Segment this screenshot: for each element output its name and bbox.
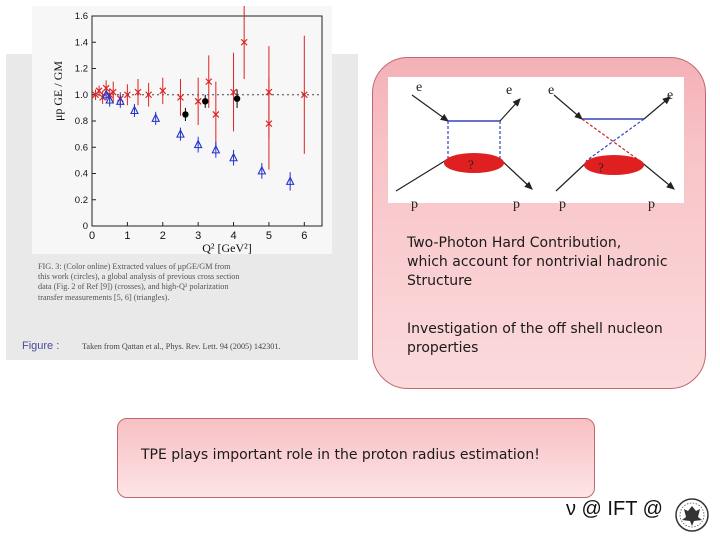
data-point-triangle bbox=[115, 96, 125, 105]
offshell-description: Investigation of the off shell nucleon p… bbox=[407, 320, 663, 358]
figure-label: Figure : bbox=[22, 340, 60, 352]
figure-plot-area: 0 1 2 3 4 5 6 0 0.2 0.4 0.6 0.8 1.0 1.2 1.4 1.6 Q² [GeV²… bbox=[32, 6, 332, 254]
data-point-cross bbox=[102, 84, 110, 92]
blob-label: ? bbox=[468, 157, 474, 172]
x-axis-label: Q² [GeV²] bbox=[202, 241, 252, 254]
plot-frame bbox=[91, 15, 323, 227]
x-tick-label: 5 bbox=[266, 230, 272, 242]
university-seal-icon bbox=[675, 498, 709, 532]
data-point-cross bbox=[230, 88, 237, 96]
y-tick-label: 0.8 bbox=[75, 116, 88, 127]
form-factor-ratio-chart: 0 1 2 3 4 5 6 0 0.2 0.4 0.6 0.8 1.0 1.2 1.4 1.6 Q² [GeV²… bbox=[51, 6, 323, 254]
data-point-triangle bbox=[193, 139, 203, 149]
data-point-cross bbox=[300, 91, 308, 99]
hadronic-blob bbox=[584, 155, 644, 175]
figure-caption: FIG. 3: (Color online) Extracted values … bbox=[38, 262, 334, 303]
data-point-circle bbox=[182, 111, 189, 118]
data-point-cross bbox=[145, 91, 153, 99]
electron-line bbox=[643, 96, 671, 120]
y-tick-label: 0.2 bbox=[75, 195, 88, 206]
data-point-cross bbox=[240, 38, 248, 46]
text-line: which account for nontrivial hadronic bbox=[407, 254, 668, 270]
text-line: properties bbox=[407, 340, 479, 356]
x-tick-label: 2 bbox=[160, 230, 166, 242]
y-tick-label: 1.4 bbox=[75, 37, 88, 48]
y-tick-label: 0.4 bbox=[75, 169, 88, 180]
data-point-cross bbox=[159, 87, 167, 95]
photon-line bbox=[581, 118, 641, 162]
electron-line bbox=[411, 94, 449, 122]
caption-line: transfer measurements [5, 6] (triangles)… bbox=[38, 292, 170, 302]
y-axis-label: μp GE / GM bbox=[51, 61, 65, 121]
x-tick-label: 3 bbox=[195, 230, 201, 242]
proton-line bbox=[395, 158, 449, 192]
data-point-triangle bbox=[105, 94, 115, 104]
y-tick-label: 1.0 bbox=[75, 90, 88, 101]
data-point-cross bbox=[123, 91, 131, 99]
data-point-triangle bbox=[130, 105, 139, 115]
x-tick-label: 4 bbox=[230, 230, 236, 242]
diagram-label-p: p bbox=[559, 197, 566, 212]
electron-line bbox=[499, 98, 521, 122]
text-line: Structure bbox=[407, 273, 473, 289]
proton-line bbox=[555, 160, 589, 192]
diagram-label-e: e bbox=[548, 83, 555, 98]
y-tick-label: 1.2 bbox=[75, 64, 88, 75]
data-point-triangle bbox=[101, 89, 111, 99]
y-tick-label: 1.6 bbox=[75, 11, 88, 22]
data-point-cross bbox=[212, 111, 220, 118]
tpe-statement: TPE plays important role in the proton r… bbox=[141, 447, 540, 463]
data-point-triangle bbox=[285, 176, 295, 185]
x-tick-label: 6 bbox=[301, 230, 307, 242]
caption-line: this work (circles), a global analysis o… bbox=[38, 272, 240, 282]
x-tick-label: 1 bbox=[124, 230, 130, 242]
footer-text: ν @ IFT @ bbox=[566, 498, 663, 520]
diagram-label-e: e bbox=[506, 83, 513, 98]
data-point-circle bbox=[233, 95, 241, 102]
data-point-cross bbox=[109, 88, 117, 96]
y-tick-label: 0 bbox=[83, 221, 88, 232]
data-point-triangle bbox=[176, 128, 185, 138]
feynman-diagrams bbox=[388, 77, 684, 203]
data-point-cross bbox=[95, 87, 103, 95]
caption-line: FIG. 3: (Color online) Extracted values … bbox=[38, 262, 231, 271]
proton-line bbox=[639, 160, 675, 190]
data-point-triangle bbox=[211, 144, 221, 154]
text-line: Investigation of the off shell nucleon bbox=[407, 321, 663, 337]
data-point-triangle bbox=[229, 152, 238, 162]
diagram-label-e: e bbox=[667, 88, 674, 103]
x-tick-label: 0 bbox=[89, 230, 95, 242]
caption-line: data (Fig. 2 of Ref [9]) (crosses), and … bbox=[38, 282, 229, 292]
photon-line bbox=[585, 118, 645, 162]
diagram-label-p: p bbox=[648, 197, 655, 212]
diagram-label-e: e bbox=[416, 80, 423, 95]
text-line: Two-Photon Hard Contribution, bbox=[407, 235, 622, 251]
diagram-label-p: p bbox=[411, 197, 418, 212]
figure-reference: Taken from Qattan et al., Phys. Rev. Let… bbox=[82, 342, 281, 351]
electron-line bbox=[553, 94, 583, 120]
data-point-triangle bbox=[257, 165, 267, 175]
tpe-description: Two-Photon Hard Contribution, which acco… bbox=[407, 234, 668, 291]
data-point-cross bbox=[265, 88, 273, 96]
data-point-triangle bbox=[151, 113, 161, 122]
data-point-cross bbox=[194, 97, 202, 105]
proton-line bbox=[499, 158, 533, 190]
data-point-cross bbox=[177, 93, 184, 101]
blob-label: ? bbox=[598, 160, 604, 175]
data-point-circle bbox=[202, 98, 209, 105]
data-point-cross bbox=[205, 78, 213, 86]
y-tick-label: 0.6 bbox=[75, 142, 88, 153]
data-point-cross bbox=[134, 88, 142, 96]
tpe-statement-box bbox=[117, 418, 595, 498]
hadronic-blob bbox=[444, 153, 504, 173]
two-photon-exchange-diagrams bbox=[395, 94, 675, 192]
diagram-label-p: p bbox=[513, 197, 520, 212]
